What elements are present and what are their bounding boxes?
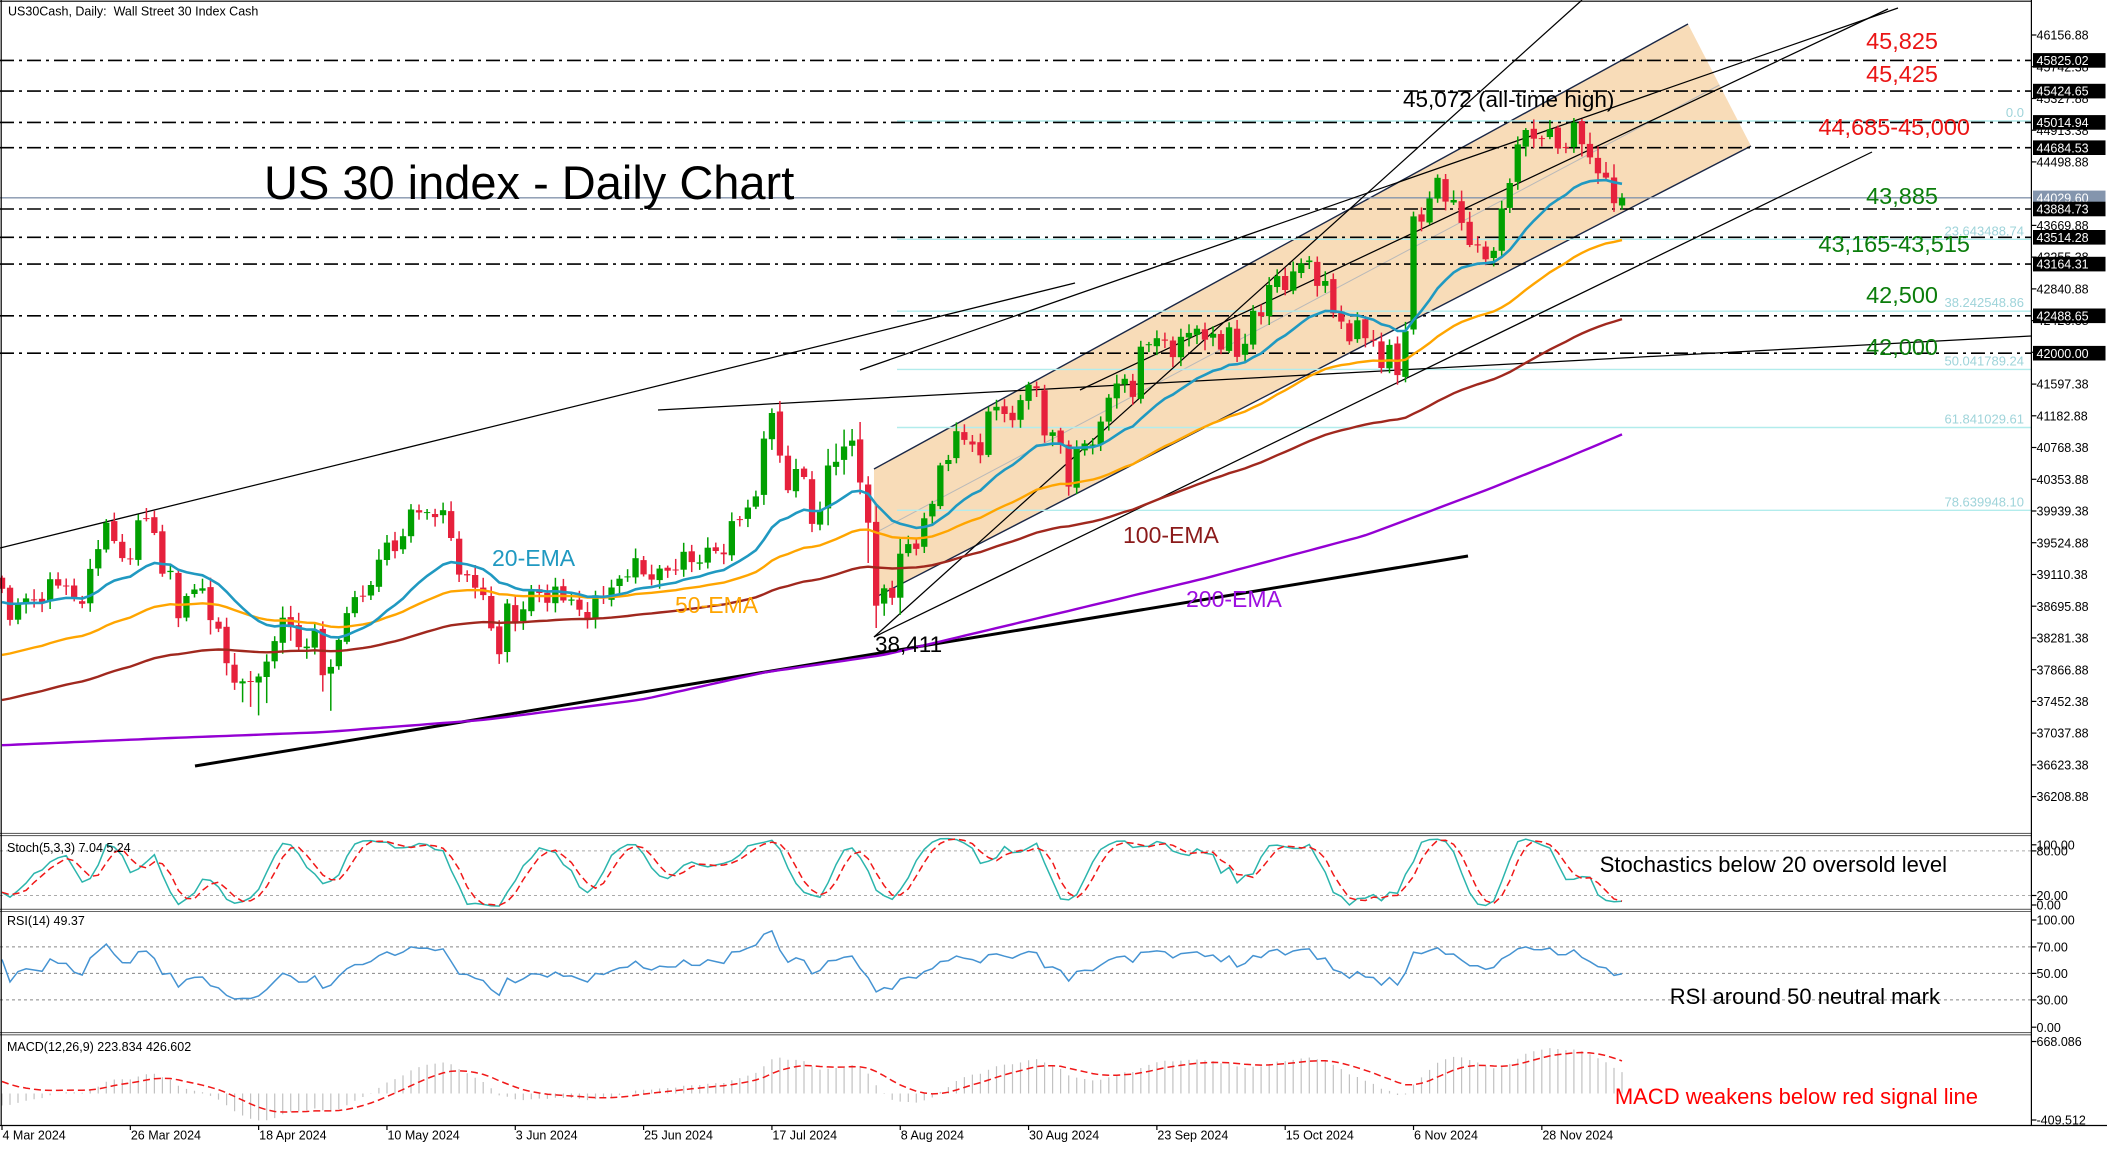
svg-text:3 Jun 2024: 3 Jun 2024 [516,1129,578,1143]
svg-text:46156.88: 46156.88 [2037,29,2089,43]
svg-text:28 Nov 2024: 28 Nov 2024 [1542,1129,1613,1143]
svg-text:37037.88: 37037.88 [2037,727,2089,741]
svg-text:45825.02: 45825.02 [2037,54,2089,68]
svg-text:-409.512: -409.512 [2037,1114,2086,1128]
svg-text:4 Mar 2024: 4 Mar 2024 [3,1129,66,1143]
svg-text:40353.88: 40353.88 [2037,473,2089,487]
svg-text:20.00: 20.00 [2037,889,2068,903]
svg-text:43,885: 43,885 [1866,183,1938,209]
svg-text:18 Apr 2024: 18 Apr 2024 [259,1129,326,1143]
svg-text:MACD(12,26,9) 223.834 426.602: MACD(12,26,9) 223.834 426.602 [7,1040,191,1054]
svg-text:42840.88: 42840.88 [2037,283,2089,297]
svg-text:Stoch(5,3,3) 7.04 5.24: Stoch(5,3,3) 7.04 5.24 [7,841,131,855]
svg-text:20-EMA: 20-EMA [492,545,576,571]
svg-text:43884.73: 43884.73 [2037,203,2089,217]
svg-text:45,072 (all-time high): 45,072 (all-time high) [1403,87,1614,112]
svg-text:23 Sep 2024: 23 Sep 2024 [1157,1129,1228,1143]
svg-text:36623.38: 36623.38 [2037,759,2089,773]
svg-text:38,411: 38,411 [875,632,942,657]
svg-text:38.242548.86: 38.242548.86 [1944,295,2024,310]
svg-text:42488.65: 42488.65 [2037,309,2089,323]
svg-text:39524.88: 39524.88 [2037,536,2089,550]
svg-text:37866.88: 37866.88 [2037,663,2089,677]
svg-text:US 30 index - Daily Chart: US 30 index - Daily Chart [264,156,794,209]
svg-text:US30Cash, Daily: Wall Street: US30Cash, Daily: Wall Street 30 Index Ca… [8,5,258,19]
svg-text:100.00: 100.00 [2037,914,2075,928]
svg-text:MACD weakens below red signal: MACD weakens below red signal line [1615,1084,1978,1109]
svg-text:42,500: 42,500 [1866,282,1938,308]
svg-text:80.00: 80.00 [2037,845,2068,859]
svg-text:44498.88: 44498.88 [2037,156,2089,170]
svg-text:70.00: 70.00 [2037,941,2068,955]
svg-text:RSI(14) 49.37: RSI(14) 49.37 [7,914,85,928]
svg-text:RSI around 50 neutral mark: RSI around 50 neutral mark [1670,984,1941,1009]
svg-text:43164.31: 43164.31 [2037,258,2089,272]
svg-text:61.841029.61: 61.841029.61 [1944,412,2024,427]
svg-text:50.041789.24: 50.041789.24 [1944,353,2024,368]
svg-text:45,425: 45,425 [1866,61,1938,87]
svg-text:15 Oct 2024: 15 Oct 2024 [1286,1129,1354,1143]
svg-text:39110.38: 39110.38 [2037,568,2088,582]
svg-text:44,685-45,000: 44,685-45,000 [1818,114,1970,140]
svg-text:100.00: 100.00 [2037,838,2075,852]
svg-text:43514.28: 43514.28 [2037,231,2089,245]
svg-text:668.086: 668.086 [2037,1035,2082,1049]
svg-text:42,000: 42,000 [1866,334,1938,360]
svg-text:Stochastics below 20 oversold: Stochastics below 20 oversold level [1600,852,1947,877]
svg-text:39939.38: 39939.38 [2037,505,2089,519]
svg-text:30 Aug 2024: 30 Aug 2024 [1029,1129,1099,1143]
svg-text:45424.65: 45424.65 [2037,85,2089,99]
svg-text:43,165-43,515: 43,165-43,515 [1818,231,1970,257]
svg-text:36208.88: 36208.88 [2037,790,2089,804]
svg-text:50.00: 50.00 [2037,967,2068,981]
svg-text:41597.38: 41597.38 [2037,378,2089,392]
svg-text:44684.53: 44684.53 [2037,141,2089,155]
svg-text:200-EMA: 200-EMA [1186,586,1283,612]
svg-text:50-EMA: 50-EMA [675,592,759,618]
svg-text:43669.88: 43669.88 [2037,219,2089,233]
svg-text:41182.88: 41182.88 [2037,409,2088,423]
svg-text:78.639948.10: 78.639948.10 [1944,494,2024,509]
svg-text:38281.38: 38281.38 [2037,632,2089,646]
svg-text:40768.38: 40768.38 [2037,441,2089,455]
svg-text:100-EMA: 100-EMA [1123,522,1220,548]
svg-text:30.00: 30.00 [2037,994,2068,1008]
svg-text:23.643488.74: 23.643488.74 [1944,223,2024,238]
svg-text:17 Jul 2024: 17 Jul 2024 [772,1129,837,1143]
svg-text:8 Aug 2024: 8 Aug 2024 [901,1129,964,1143]
svg-text:6 Nov 2024: 6 Nov 2024 [1414,1129,1478,1143]
svg-text:45014.94: 45014.94 [2037,116,2089,130]
svg-text:0.0: 0.0 [2006,105,2024,120]
svg-text:26 Mar 2024: 26 Mar 2024 [131,1129,201,1143]
svg-text:25 Jun 2024: 25 Jun 2024 [644,1129,713,1143]
svg-text:38695.88: 38695.88 [2037,600,2089,614]
svg-text:45,825: 45,825 [1866,28,1938,54]
svg-text:10 May 2024: 10 May 2024 [387,1129,459,1143]
svg-text:0.00: 0.00 [2037,899,2061,913]
svg-text:42000.00: 42000.00 [2037,347,2089,361]
svg-text:0.00: 0.00 [2037,1021,2061,1035]
svg-text:37452.38: 37452.38 [2037,695,2089,709]
